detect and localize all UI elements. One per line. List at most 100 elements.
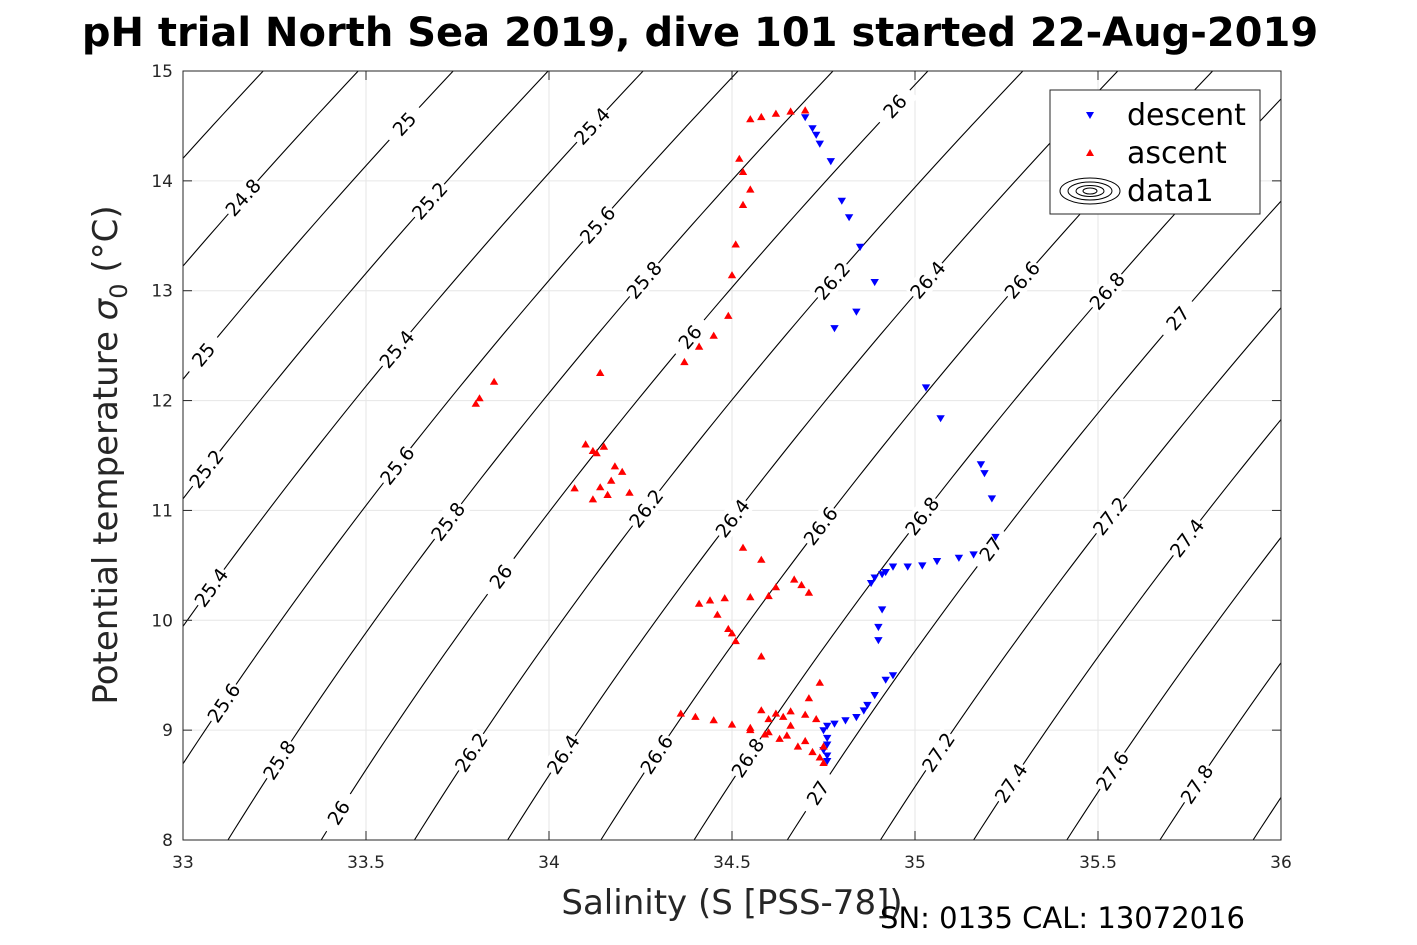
descent-point [921, 384, 931, 392]
legend-marker-descent [1086, 112, 1094, 119]
series-descent [801, 114, 1000, 766]
ascent-point [724, 311, 733, 319]
descent-point [969, 551, 978, 559]
ascent-point [691, 712, 700, 720]
y-axis-label-subscript: 0 [105, 283, 133, 298]
ascent-point [782, 731, 792, 739]
descent-point [936, 415, 945, 423]
ascent-point [625, 488, 634, 496]
ascent-point [819, 742, 828, 750]
contour-line [972, 418, 1281, 840]
contour-label-bg [1090, 746, 1134, 796]
contour-label-bg [257, 735, 301, 785]
contour-line [183, 71, 644, 628]
ascent-point [746, 593, 755, 601]
ascent-point [757, 652, 766, 660]
ascent-point [727, 720, 737, 728]
descent-point [877, 571, 887, 579]
contour-label-bg [1154, 294, 1201, 343]
legend-marker-contour [1075, 185, 1105, 197]
descent-point [870, 279, 879, 287]
x-axis-label: Salinity (S [PSS-78]) [561, 883, 902, 923]
ascent-point [738, 200, 748, 208]
ascent-point [801, 710, 810, 718]
descent-point [877, 606, 887, 614]
ascent-point [771, 709, 781, 717]
descent-point [870, 692, 879, 700]
descent-point [866, 580, 876, 588]
descent-point [874, 623, 883, 632]
contour-label-bg [621, 255, 667, 304]
ascent-point [764, 591, 773, 600]
legend-marker-contour [1082, 187, 1098, 195]
contour-label-bg [999, 255, 1045, 304]
serial-calibration-note: SN: 0135 CAL: 13072016 [880, 901, 1245, 935]
descent-point [823, 741, 832, 749]
descent-point [859, 707, 868, 715]
ascent-point [489, 377, 499, 385]
y-axis-label-main: Potential temperature [86, 320, 126, 704]
ascent-point [727, 629, 737, 637]
contour-line [183, 71, 264, 160]
ascent-point [738, 167, 748, 175]
ascent-point [746, 115, 755, 123]
contour-line [183, 71, 549, 500]
axis-ticks [182, 70, 1282, 841]
ascent-point [801, 106, 810, 114]
y-tick-label: 9 [162, 721, 173, 741]
ascent-point [581, 440, 590, 448]
contour-label-bg [710, 493, 755, 543]
descent-point [954, 554, 964, 562]
ascent-point [724, 624, 733, 632]
ascent-point [694, 599, 704, 607]
contour-label-bg [623, 484, 669, 533]
descent-point [801, 114, 810, 122]
descent-point [823, 722, 832, 730]
descent-point [823, 758, 832, 766]
descent-point [863, 701, 872, 710]
contour-label-bg [726, 733, 769, 783]
ascent-point [738, 543, 748, 551]
ascent-point [760, 730, 770, 738]
contour-label-bg [180, 330, 226, 379]
ascent-point [764, 715, 773, 723]
ascent-point [475, 394, 484, 402]
contour-label-bg [184, 444, 229, 493]
descent-point [881, 676, 890, 684]
ascent-point [797, 580, 806, 589]
descent-point [870, 574, 879, 582]
ascent-point [607, 476, 616, 484]
contour-label-bg [871, 82, 918, 130]
contour-label-bg [374, 324, 420, 373]
ascent-point [786, 721, 795, 729]
legend-item-ascent: ascent [1086, 136, 1227, 171]
ascent-point [775, 734, 784, 742]
descent-point [874, 637, 883, 645]
y-tick-label: 15 [151, 62, 173, 82]
ascent-point [815, 678, 824, 686]
ascent-point [731, 637, 740, 645]
contour-line [1311, 5, 1417, 895]
contour-label-bg [317, 788, 360, 838]
ascent-point [812, 715, 821, 723]
ascent-point [801, 736, 810, 745]
contour-label-bg [220, 173, 266, 222]
contour-label-bg [1087, 491, 1133, 541]
series-ascent [471, 106, 828, 766]
descent-point [980, 470, 989, 478]
descent-point [819, 727, 828, 735]
contour-label-bg [202, 678, 246, 728]
descent-point [932, 558, 942, 566]
descent-point [823, 734, 832, 742]
y-tick-label: 13 [151, 282, 173, 302]
contour-label-bg [667, 312, 713, 361]
descent-point [903, 563, 912, 571]
ascent-point [603, 490, 612, 498]
contour-label-bg [478, 552, 523, 601]
ascent-point [804, 588, 814, 596]
x-tick-label: 34 [538, 853, 560, 873]
contour-line [0, 5, 40, 895]
ascent-point [727, 271, 737, 279]
ascent-point [705, 596, 715, 604]
